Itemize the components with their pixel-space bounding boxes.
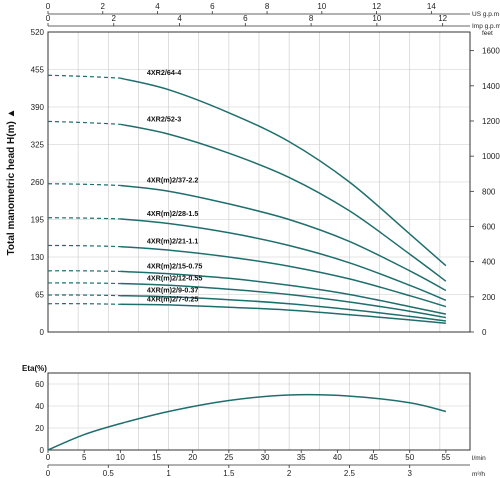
- curve-3: [120, 184, 447, 292]
- y-tick-label: 455: [31, 66, 45, 75]
- curve-dashed-8: [47, 294, 121, 297]
- us-gpm-tick-label: 6: [210, 2, 215, 11]
- y-tick-label: 260: [31, 178, 45, 187]
- y2-tick-label: 1600: [482, 47, 500, 56]
- lmin-tick-label: 10: [116, 453, 125, 462]
- curve-4: [120, 218, 447, 301]
- lmin-tick-label: 45: [369, 453, 378, 462]
- curve-label-3: 4XR(m)2/37-2.2: [147, 175, 199, 184]
- y-tick-label: 0: [40, 328, 45, 337]
- curve-1: [120, 77, 447, 267]
- y2-tick-label: 600: [482, 222, 496, 231]
- lmin-tick-label: 40: [333, 453, 342, 462]
- head-curve-panel: 0651301952603253904555200200400600800100…: [6, 2, 500, 337]
- us-gpm-tick-label: 10: [317, 2, 326, 11]
- imp-gpm-tick-label: 0: [46, 14, 51, 23]
- curve-label-2: 4XR2/52-3: [147, 114, 181, 123]
- us-gpm-unit: US g.p.m: [472, 11, 499, 18]
- eta-curve: [47, 393, 447, 451]
- y-tick-label: 325: [31, 141, 45, 150]
- curve-dashed-2: [47, 120, 121, 125]
- eta-frame: [47, 372, 471, 451]
- curve-label-5: 4XR(m)2/21-1.1: [147, 237, 199, 246]
- curve-9: [120, 303, 446, 325]
- imp-gpm-tick-label: 12: [438, 14, 447, 23]
- m3h-tick-label: 3: [407, 469, 412, 478]
- y-tick-label: 65: [35, 291, 44, 300]
- y2-tick-label: 0: [482, 328, 487, 337]
- eta-y-tick-label: 20: [35, 424, 44, 433]
- curve-dashed-6: [47, 270, 121, 273]
- y2-tick-label: 1200: [482, 117, 500, 126]
- curve-5: [120, 245, 447, 308]
- curve-2: [120, 123, 447, 282]
- m3h-tick-label: 1.5: [223, 469, 235, 478]
- eta-y-tick-label: 40: [35, 402, 44, 411]
- eta-axis-title: Eta(%): [22, 364, 47, 373]
- lmin-tick-label: 25: [224, 453, 233, 462]
- curve-dashed-5: [47, 244, 121, 248]
- y2-tick-label: 800: [482, 187, 496, 196]
- curve-label-4: 4XR(m)2/28-1.5: [147, 209, 199, 218]
- m3h-tick-label: 2: [287, 469, 292, 478]
- y2-tick-label: 200: [482, 293, 496, 302]
- y2-tick-label: 1000: [482, 152, 500, 161]
- imp-gpm-tick-label: 6: [243, 14, 248, 23]
- us-gpm-tick-label: 0: [46, 2, 51, 11]
- lmin-tick-label: 5: [82, 453, 87, 462]
- y2-tick-label: 1400: [482, 82, 500, 91]
- lmin-tick-label: 30: [261, 453, 270, 462]
- us-gpm-tick-label: 2: [101, 2, 106, 11]
- imp-gpm-tick-label: 4: [177, 14, 182, 23]
- eta-y-tick-label: 60: [35, 380, 44, 389]
- curve-8: [120, 294, 446, 322]
- eta-y-tick-label: 0: [40, 446, 45, 455]
- curve-dashed-4: [47, 217, 121, 220]
- imp-gpm-tick-label: 2: [112, 14, 117, 23]
- curve-label-7: 4XR(m)2/12-0.55: [147, 274, 203, 283]
- curve-label-9: 4XR(m)2/7-0.25: [147, 294, 199, 303]
- us-gpm-tick-label: 4: [155, 2, 160, 11]
- y-tick-label: 130: [31, 253, 45, 262]
- curve-label-1: 4XR2/64-4: [147, 68, 181, 77]
- m3h-tick-label: 0.5: [103, 469, 115, 478]
- lmin-tick-label: 35: [297, 453, 306, 462]
- lmin-tick-label: 20: [188, 453, 197, 462]
- curve-6: [120, 270, 447, 315]
- y-tick-label: 195: [31, 216, 45, 225]
- imp-gpm-tick-label: 10: [372, 14, 381, 23]
- imp-gpm-tick-label: 8: [309, 14, 314, 23]
- m3h-unit: m³/h: [472, 471, 485, 478]
- curve-dashed-7: [47, 282, 121, 285]
- curve-dashed-1: [47, 74, 121, 79]
- curve-dashed-9: [47, 303, 121, 305]
- curve-label-6: 4XR(m)2/15-0.75: [147, 261, 203, 270]
- lmin-unit: l/min: [472, 455, 486, 462]
- plot-frame: [47, 31, 471, 333]
- lmin-tick-label: 0: [46, 453, 51, 462]
- lmin-tick-label: 50: [405, 453, 414, 462]
- m3h-tick-label: 2.5: [344, 469, 356, 478]
- lmin-tick-label: 15: [152, 453, 161, 462]
- y-tick-label: 390: [31, 103, 45, 112]
- curve-7: [120, 282, 447, 319]
- us-gpm-tick-label: 8: [265, 2, 270, 11]
- y-axis-title: Total manometric head H(m) ▲: [6, 109, 17, 256]
- lmin-tick-label: 55: [441, 453, 450, 462]
- m3h-tick-label: 1: [166, 469, 171, 478]
- imp-gpm-unit: Imp g.p.m: [472, 23, 500, 30]
- m3h-tick-label: 0: [46, 469, 51, 478]
- curve-dashed-3: [47, 183, 121, 187]
- y-tick-label: 520: [31, 28, 45, 37]
- us-gpm-tick-label: 12: [372, 2, 381, 11]
- y2-unit-label: feet: [482, 30, 493, 37]
- curve-label-8: 4XR(m)2/9-0.37: [147, 286, 199, 295]
- y2-tick-label: 400: [482, 258, 496, 267]
- us-gpm-tick-label: 14: [427, 2, 436, 11]
